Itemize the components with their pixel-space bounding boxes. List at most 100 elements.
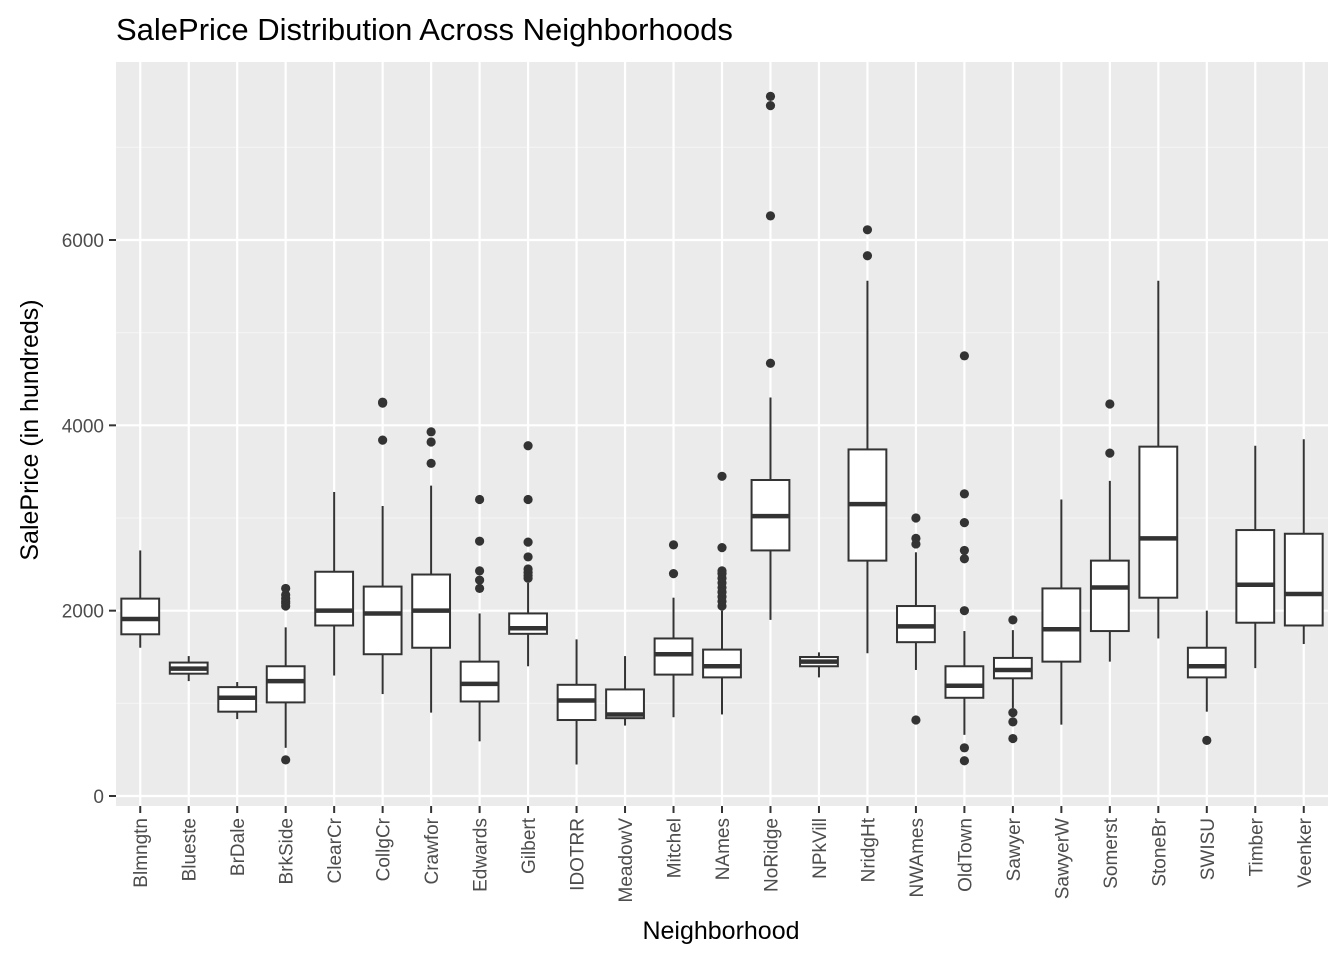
x-tick-label: StoneBr <box>1149 817 1170 886</box>
box-timber <box>1235 445 1276 669</box>
box-iqr <box>1089 559 1130 633</box>
outlier-point <box>523 441 533 451</box>
box-oldtown <box>944 351 985 766</box>
box-nwames <box>896 513 936 725</box>
outlier-point <box>668 569 679 579</box>
box-sawyerw <box>1041 499 1082 725</box>
box-noridge <box>750 91 791 620</box>
y-tick-label: 6000 <box>62 231 104 252</box>
x-tick-label: NoRidge <box>761 818 782 892</box>
x-tick-label: Crawfor <box>422 817 443 884</box>
outlier-point <box>959 351 970 361</box>
outlier-point <box>475 566 485 576</box>
x-tick-label: SWISU <box>1198 818 1219 880</box>
x-axis-title: Neighborhood <box>642 917 799 945</box>
x-tick-label: ClearCr <box>325 817 346 883</box>
outlier-point <box>1105 448 1115 458</box>
box-iqr <box>314 570 355 627</box>
box-blmngtn <box>120 550 161 648</box>
box-crawfor <box>411 427 452 713</box>
x-tick-label: CollgCr <box>374 817 395 881</box>
x-tick-label: NAmes <box>713 818 734 880</box>
x-tick-label: BrDale <box>228 818 249 876</box>
box-iqr <box>1138 445 1179 599</box>
box-edwards <box>459 494 500 742</box>
outlier-point <box>959 489 970 499</box>
box-blueste <box>168 656 209 682</box>
outlier-point <box>959 743 970 753</box>
outlier-point <box>523 494 533 505</box>
x-tick-label: MeadowV <box>616 818 637 903</box>
outlier-point <box>1008 708 1018 718</box>
box-iqr <box>508 612 548 635</box>
outlier-point <box>959 756 970 766</box>
outlier-point <box>378 435 388 445</box>
outlier-point <box>1008 717 1018 727</box>
outlier-point <box>717 471 727 481</box>
chart-title: SalePrice Distribution Across Neighborho… <box>116 12 733 47</box>
outlier-point <box>959 545 970 556</box>
outlier-point <box>765 101 776 111</box>
box-stonebr <box>1138 280 1179 639</box>
box-npkvill <box>799 652 839 678</box>
box-iqr <box>944 665 985 699</box>
outlier-point <box>911 513 921 523</box>
box-iqr <box>653 637 694 676</box>
outlier-point <box>765 91 776 101</box>
outlier-point <box>668 540 679 550</box>
x-tick-label: Edwards <box>471 818 492 892</box>
outlier-point <box>475 536 485 546</box>
y-tick-label: 4000 <box>62 416 104 437</box>
box-sawyer <box>992 615 1033 744</box>
x-axis: Blmngtn Blueste BrDale BrkSide ClearCr CollgC… <box>131 806 1316 903</box>
box-clearcr <box>314 492 355 676</box>
x-tick-label: BrkSide <box>277 818 298 885</box>
box-names <box>702 471 742 715</box>
x-tick-label: Blmngtn <box>131 818 152 888</box>
outlier-point <box>475 583 485 594</box>
box-veenker <box>1283 439 1324 645</box>
box-iqr <box>1041 587 1082 663</box>
x-tick-label: Sawyer <box>1004 817 1025 881</box>
y-axis-title: SalePrice (in hundreds) <box>16 299 44 560</box>
outlier-point <box>523 564 533 574</box>
x-tick-label: Blueste <box>180 818 201 881</box>
box-idotrr <box>556 639 597 765</box>
outlier-point <box>426 437 436 447</box>
box-iqr <box>896 605 936 644</box>
box-swisu <box>1186 610 1227 746</box>
boxes-layer <box>120 91 1324 766</box>
box-iqr <box>1186 646 1227 679</box>
outlier-point <box>281 755 291 765</box>
x-tick-label: SawyerW <box>1052 818 1073 899</box>
outlier-point <box>765 211 776 221</box>
outlier-point <box>862 225 873 235</box>
box-brkside <box>265 583 306 765</box>
outlier-point <box>959 554 970 564</box>
box-nridght <box>847 225 888 654</box>
outlier-point <box>717 566 727 576</box>
outlier-point <box>862 251 873 261</box>
box-iqr <box>459 660 500 703</box>
box-brdale <box>217 682 258 720</box>
outlier-point <box>717 543 727 553</box>
box-mitchel <box>653 540 694 718</box>
outlier-point <box>1105 399 1115 409</box>
outlier-point <box>959 606 970 616</box>
outlier-point <box>475 494 485 505</box>
y-tick-label: 0 <box>93 787 104 808</box>
box-iqr <box>702 648 742 679</box>
outlier-point <box>281 590 291 600</box>
outlier-point <box>1008 615 1018 625</box>
outlier-point <box>281 583 291 594</box>
outlier-point <box>765 358 776 368</box>
x-tick-label: NridgHt <box>858 817 879 882</box>
outlier-point <box>426 427 436 437</box>
box-somerst <box>1089 399 1130 662</box>
x-tick-label: NWAmes <box>907 818 928 898</box>
outlier-point <box>911 533 921 543</box>
outlier-point <box>1202 735 1212 746</box>
x-tick-label: Veenker <box>1295 817 1316 887</box>
outlier-point <box>523 537 533 547</box>
